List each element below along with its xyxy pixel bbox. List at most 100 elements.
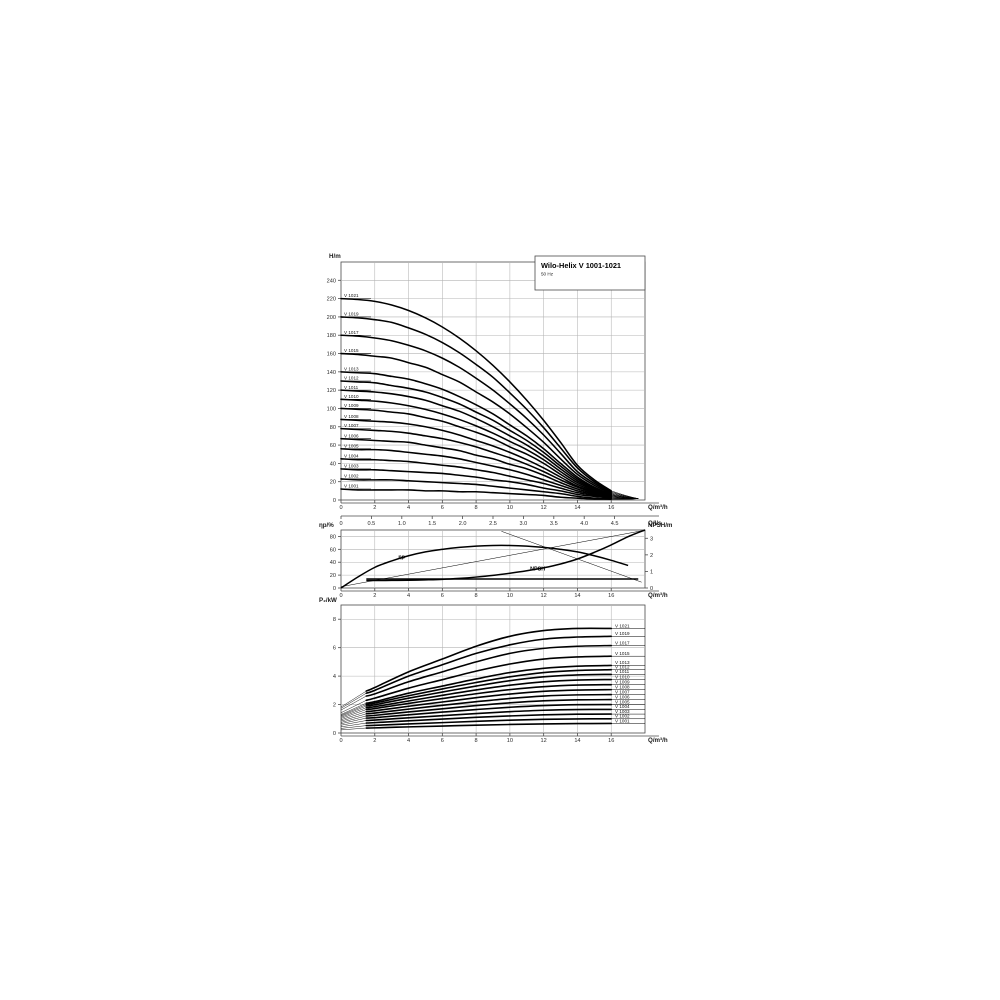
- x-tick-label: 6: [441, 593, 444, 599]
- efficiency-y-axis-label: ηp/%: [319, 522, 334, 529]
- power-curve: [365, 635, 613, 694]
- y-tick-label: 8: [333, 617, 336, 623]
- efficiency-npsh-chart-frame: [340, 529, 646, 589]
- head-curve-label: V 1006: [344, 433, 359, 438]
- head-curve-label: V 1010: [344, 394, 359, 399]
- power-curve: [365, 722, 613, 729]
- head-curve-tail: [611, 498, 639, 500]
- y-tick-label: 80: [330, 534, 336, 540]
- head-chart-frame: [340, 261, 646, 501]
- y-tick-label: 140: [327, 370, 336, 376]
- power-curve-label: V 1017: [615, 640, 630, 645]
- x-tick-label: 6: [441, 738, 444, 744]
- x-tick-label-secondary: 3.5: [550, 521, 558, 527]
- x-tick-label: 12: [541, 505, 547, 511]
- head-curve: [340, 371, 612, 496]
- y-tick-label-secondary: 3: [650, 536, 653, 542]
- head-curve-label: V 1019: [344, 312, 359, 317]
- y-tick-label: 0: [333, 498, 336, 504]
- head-curve: [340, 458, 612, 499]
- x-tick-label: 14: [574, 738, 580, 744]
- head-curve-label: V 1009: [344, 403, 359, 408]
- power-curve-label: V 1008: [615, 684, 630, 689]
- y-tick-label: 20: [330, 480, 336, 486]
- power-curve-label: V 1009: [615, 679, 630, 684]
- x-tick-label: 14: [574, 505, 580, 511]
- x-tick-label: 2: [373, 505, 376, 511]
- power-curve-label: V 1004: [615, 704, 630, 709]
- power-curve: [365, 644, 613, 697]
- npsh-y-axis-label: NPSH/m: [648, 522, 673, 529]
- y-tick-label: 60: [330, 547, 336, 553]
- power-curve-leadin: [340, 725, 367, 729]
- y-tick-label-secondary: 0: [650, 586, 653, 592]
- title-box-frame: [534, 255, 646, 291]
- head-curve-label: V 1008: [344, 414, 359, 419]
- head-curve: [340, 427, 612, 499]
- power-curve-label: V 1010: [615, 674, 630, 679]
- power-curve: [365, 713, 613, 724]
- head-curve-label: V 1015: [344, 348, 359, 353]
- power-curve: [365, 703, 613, 719]
- head-curve: [340, 437, 612, 499]
- y-tick-label: 4: [333, 674, 336, 680]
- power-curve-label: V 1002: [615, 714, 630, 719]
- y-tick-label: 20: [330, 573, 336, 579]
- x-tick-label: 4: [407, 738, 410, 744]
- head-curve: [340, 389, 612, 497]
- y-tick-label: 0: [333, 586, 336, 592]
- title-box: Wilo-Helix V 1001-1021 50 Hz: [534, 255, 646, 291]
- x-tick-label: 4: [407, 593, 410, 599]
- power-curve-leadin: [340, 709, 367, 719]
- head-curve-label: V 1007: [344, 423, 359, 428]
- x-tick-label: 16: [608, 738, 614, 744]
- y-tick-label: 60: [330, 443, 336, 449]
- x-tick-label: 8: [475, 505, 478, 511]
- x-tick-label: 14: [574, 593, 580, 599]
- power-curve-leadin: [340, 702, 367, 715]
- power-chart: 0 2 4 6 8 P₂/kW 0 2 4 6 8 10 12 14 16 Q/m³/h V 1021 V 101…: [319, 597, 668, 744]
- x-tick-label: 8: [475, 593, 478, 599]
- head-curve-label: V 1021: [344, 293, 359, 298]
- power-curve-label: V 1013: [615, 660, 630, 665]
- x-tick-label: 10: [507, 738, 513, 744]
- x-tick-label: 12: [541, 738, 547, 744]
- power-curve: [365, 627, 613, 692]
- power-curve-leadin: [340, 713, 367, 722]
- power-curve: [365, 683, 613, 711]
- x-tick-label: 16: [608, 505, 614, 511]
- chart-subtitle: 50 Hz: [541, 272, 554, 277]
- x-tick-label-secondary: 3.0: [520, 521, 528, 527]
- power-curve-leadin: [340, 707, 367, 718]
- power-curve: [365, 698, 613, 717]
- head-curve-label: V 1005: [344, 443, 359, 448]
- head-curve: [340, 398, 612, 497]
- power-curve-leadin: [340, 711, 367, 720]
- power-curve: [365, 717, 613, 727]
- power-curve: [365, 678, 613, 709]
- head-curve: [340, 380, 612, 496]
- x-tick-label: 0: [339, 738, 342, 744]
- head-curve: [340, 418, 612, 498]
- npsh-extension-line: [340, 530, 642, 587]
- head-x-axis-secondary-label: Q/l/s: [648, 520, 662, 527]
- x-tick-label-secondary: 1.0: [398, 521, 406, 527]
- power-curve-label: V 1007: [615, 689, 630, 694]
- y-tick-label: 160: [327, 352, 336, 358]
- efficiency-inline-label: ηp: [398, 554, 405, 560]
- head-curve: [340, 478, 612, 500]
- x-tick-label: 4: [407, 505, 410, 511]
- npsh-inline-label: NPSH: [530, 567, 545, 573]
- x-tick-label-secondary: 0.5: [368, 521, 376, 527]
- power-curve-leadin: [340, 722, 367, 728]
- head-curve-label: V 1017: [344, 330, 359, 335]
- x-tick-label: 6: [441, 505, 444, 511]
- head-curve-label: V 1013: [344, 366, 359, 371]
- head-curve: [340, 316, 612, 493]
- y-tick-label-secondary: 1: [650, 569, 653, 575]
- head-curve-label: V 1011: [344, 385, 359, 390]
- y-tick-label: 0: [333, 731, 336, 737]
- head-curve: [340, 334, 612, 494]
- y-tick-label: 6: [333, 646, 336, 652]
